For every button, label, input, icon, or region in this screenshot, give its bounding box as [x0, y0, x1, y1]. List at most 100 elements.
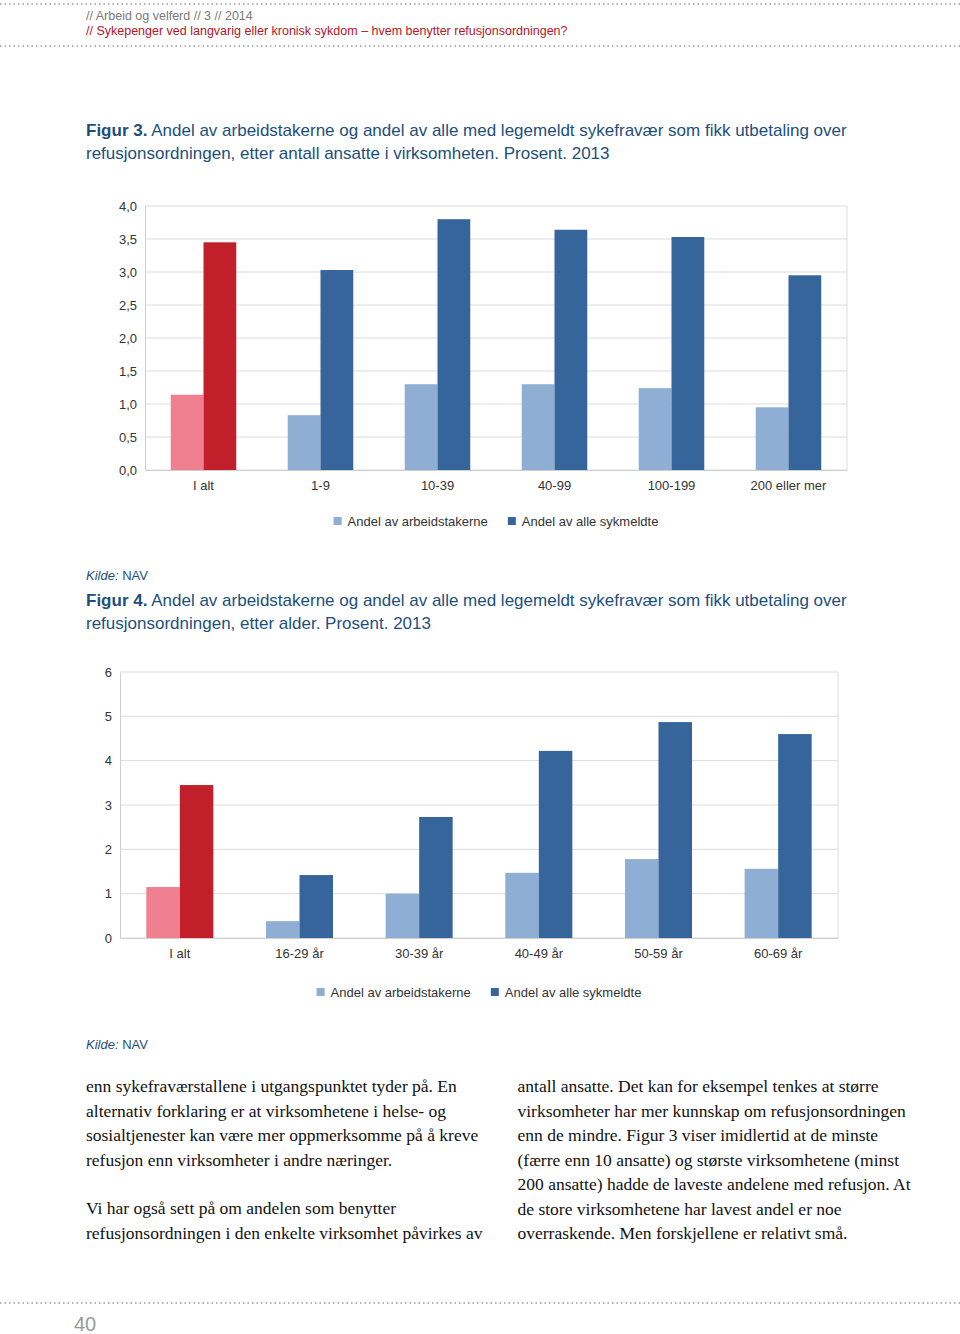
x-tick-label: I alt — [169, 946, 190, 961]
y-tick: 0,0 — [119, 463, 145, 478]
source-label: Kilde: — [86, 1037, 119, 1052]
y-tick-label: 2,0 — [119, 331, 137, 346]
figure-source: Kilde: NAV — [86, 568, 148, 583]
grid-line — [145, 305, 847, 306]
bars — [171, 219, 822, 470]
legend-label: Andel av alle sykmeldte — [522, 514, 659, 529]
y-tick-label: 1,0 — [119, 397, 137, 412]
spacer — [147, 591, 151, 610]
top-rule — [0, 3, 960, 5]
x-tick-label: 40-49 år — [515, 946, 564, 961]
bar — [505, 873, 539, 938]
bar — [204, 242, 237, 470]
y-tick-label: 3,5 — [119, 232, 137, 247]
legend-swatch — [334, 517, 342, 525]
bars — [146, 722, 811, 938]
x-tick-label: 1-9 — [311, 478, 330, 493]
legend: Andel av arbeidstakerneAndel av alle syk… — [317, 985, 642, 1000]
x-axis-line — [121, 938, 839, 939]
grid-line — [145, 404, 847, 405]
bottom-rule — [0, 1302, 960, 1304]
legend-swatch — [508, 517, 516, 525]
header-line: // Arbeid og velferd // 3 // 2014 — [86, 9, 253, 23]
bar — [789, 275, 822, 470]
grid-line — [145, 239, 847, 240]
grid-line — [120, 938, 838, 939]
x-tick-label: 16-29 år — [275, 946, 324, 961]
y-tick: 0 — [105, 931, 120, 946]
grid-line — [145, 470, 847, 471]
y-tick: 1,0 — [119, 397, 145, 412]
bar — [321, 270, 354, 470]
y-tick-label: 3,0 — [119, 265, 137, 280]
page-number: 40 — [74, 1313, 96, 1334]
bar — [146, 887, 180, 938]
legend-label: Andel av arbeidstakerne — [348, 514, 488, 529]
grid — [145, 206, 847, 470]
y-tick-label: 0,5 — [119, 430, 137, 445]
bar — [288, 415, 321, 470]
y-axis-line — [120, 673, 121, 939]
bar — [405, 384, 438, 470]
y-tick: 4,0 — [119, 199, 145, 214]
bar — [386, 894, 420, 938]
spacer — [147, 121, 151, 140]
grid-line — [120, 893, 838, 894]
y-tick-label: 3 — [105, 798, 112, 813]
chart-title: Andel av arbeidstakerne og andel av alle… — [86, 121, 847, 163]
y-tick-label: 6 — [105, 665, 112, 680]
x-axis-line — [146, 470, 848, 471]
spacer — [119, 1037, 123, 1052]
legend-swatch — [491, 988, 499, 996]
bar — [300, 875, 334, 938]
grid-line — [120, 805, 838, 806]
grid-line — [145, 338, 847, 339]
y-tick: 3,5 — [119, 232, 145, 247]
bar — [745, 869, 779, 938]
grid-line — [120, 760, 838, 761]
grid-line — [120, 672, 838, 673]
x-tick-label: 10-39 — [421, 478, 454, 493]
figure-title: Figur 3. Andel av arbeidstakerne og ande… — [86, 119, 856, 165]
x-tick-label: 100-199 — [648, 478, 696, 493]
legend-item: Andel av alle sykmeldte — [508, 514, 659, 529]
source: NAV — [122, 568, 148, 583]
legend: Andel av arbeidstakerne Andel av alle syk… — [334, 514, 659, 529]
grid-line — [145, 437, 847, 438]
y-tick: 2,5 — [119, 298, 145, 313]
x-tick-label: 40-99 — [538, 478, 571, 493]
x-tick: 1-9 — [311, 470, 330, 493]
y-axis: 0123456 — [105, 665, 121, 946]
y-tick-label: 5 — [105, 709, 112, 724]
y-tick: 2 — [105, 842, 120, 857]
y-tick-label: 0,0 — [119, 463, 137, 478]
x-axis: I alt16-29 år30-39 år40-49 år50-59 år60-… — [121, 938, 839, 961]
figure-title: Figur 4. Andel av arbeidstakerne og ande… — [86, 589, 856, 635]
bar — [555, 230, 588, 470]
bar — [659, 722, 693, 938]
figure-label: Figur 4. — [86, 591, 147, 610]
y-tick-label: 2,5 — [119, 298, 137, 313]
legend-item: Andel av arbeidstakerne — [334, 514, 488, 529]
paragraph: enn sykefraværstallene i utgangspunktet … — [86, 1074, 490, 1172]
bar — [778, 734, 812, 938]
body-text: enn sykefraværstallene i utgangspunktet … — [86, 1074, 921, 1257]
grid-line — [145, 206, 847, 207]
frame-edge — [838, 672, 839, 938]
y-axis: 0,00,51,01,52,02,53,03,54,0 — [119, 199, 146, 478]
figure-label: Figur 3. — [86, 121, 147, 140]
bar — [171, 395, 204, 470]
x-tick-label: 200 eller mer — [751, 478, 828, 493]
y-tick-label: 0 — [105, 931, 112, 946]
spacer — [119, 568, 123, 583]
bar — [522, 384, 555, 470]
grid-line — [145, 371, 847, 372]
grid-line — [120, 716, 838, 717]
x-tick-label: 30-39 år — [395, 946, 444, 961]
header-rule — [0, 45, 960, 47]
x-tick: 40-99 — [538, 470, 571, 493]
y-tick: 6 — [105, 665, 120, 680]
grid — [120, 672, 838, 938]
y-axis-line — [145, 207, 146, 471]
y-tick: 3,0 — [119, 265, 145, 280]
